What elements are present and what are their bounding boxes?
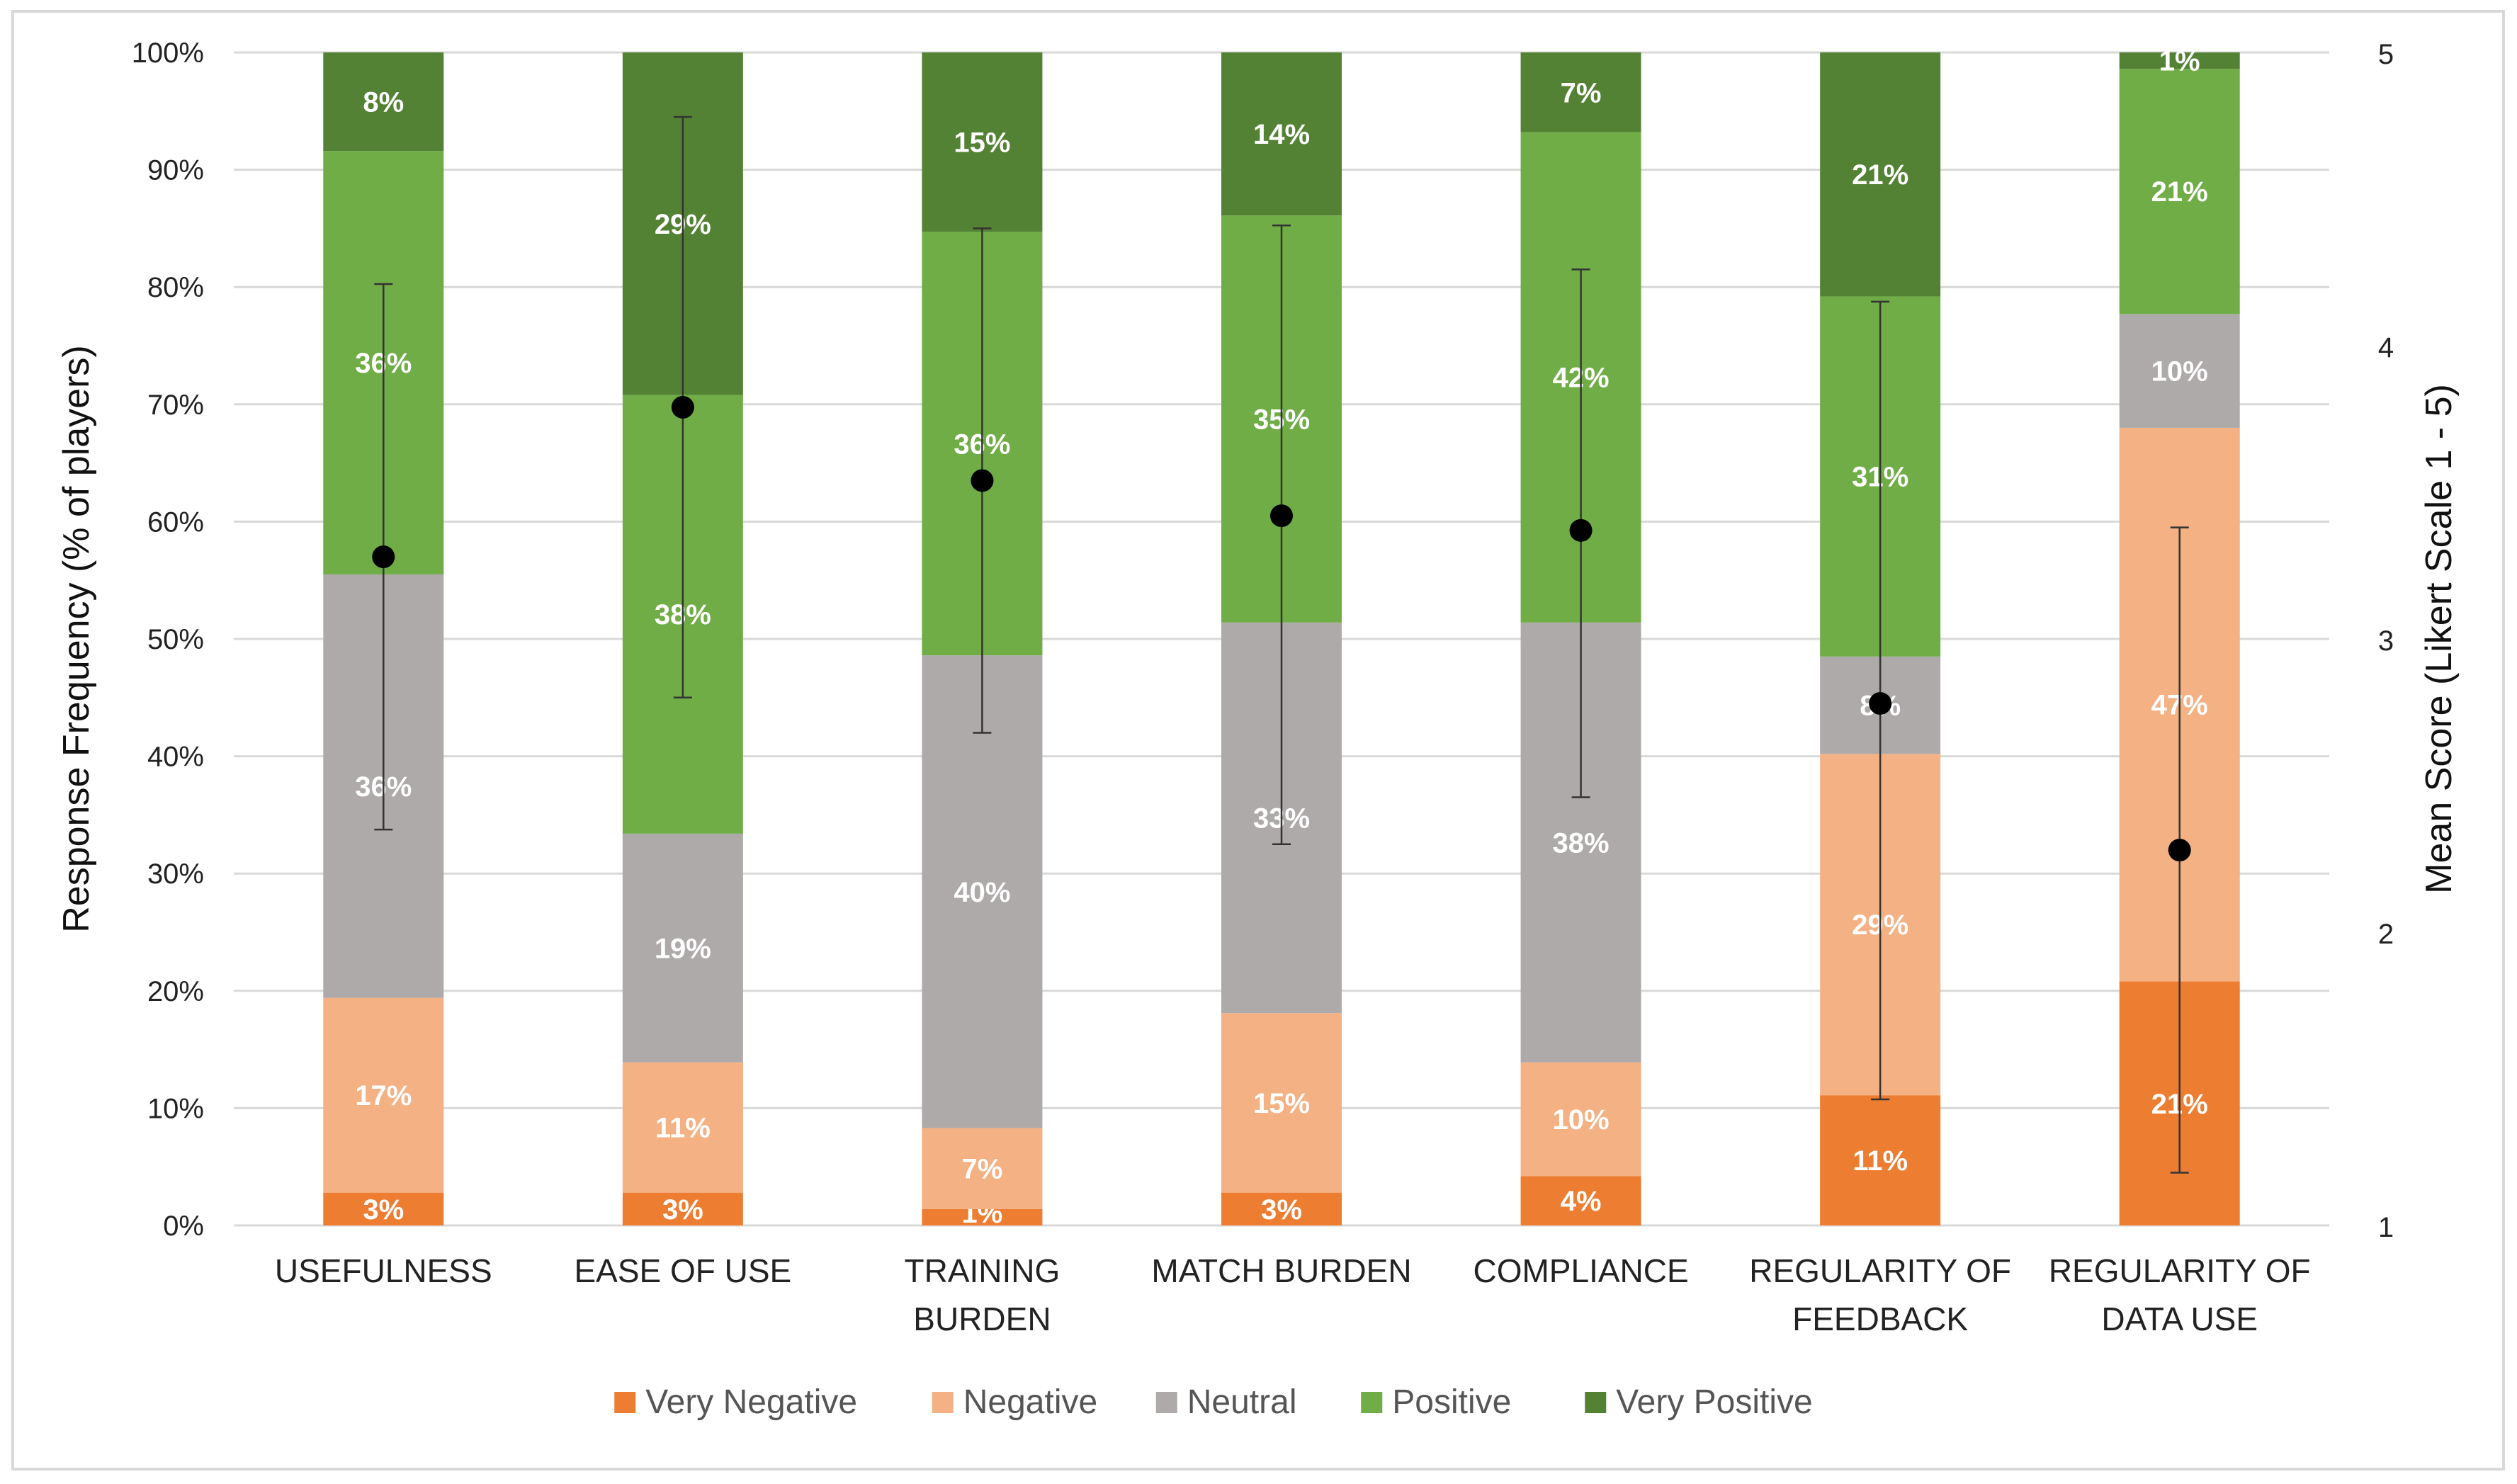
y-left-tick-label: 50% xyxy=(147,624,204,655)
mean-score-point xyxy=(2168,839,2191,862)
category-label: MATCH BURDEN xyxy=(1151,1252,1411,1289)
bar-segment xyxy=(1221,52,1342,216)
y-left-axis-title: Response Frequency (% of players) xyxy=(56,345,97,933)
mean-score-point xyxy=(1270,504,1293,528)
category-label: DATA USE xyxy=(2101,1301,2258,1337)
y-left-tick-label: 80% xyxy=(147,272,204,303)
data-label: 21% xyxy=(2151,176,2208,208)
legend-label: Very Positive xyxy=(1616,1383,1812,1421)
y-left-tick-label: 0% xyxy=(163,1211,204,1242)
bar-segment xyxy=(323,1192,444,1225)
bar-segment xyxy=(323,52,444,152)
data-label: 38% xyxy=(1553,827,1610,859)
y-left-tick-label: 40% xyxy=(147,742,204,773)
legend-swatch xyxy=(932,1392,954,1413)
bar-segment xyxy=(622,1192,743,1225)
bar-segment xyxy=(922,1208,1043,1225)
y-left-tick-label: 10% xyxy=(147,1093,204,1124)
data-label: 7% xyxy=(1561,77,1602,108)
y-left-tick-label: 70% xyxy=(147,390,204,421)
data-label: 3% xyxy=(662,1194,703,1225)
y-left-tick-label: 90% xyxy=(147,155,204,186)
legend-label: Negative xyxy=(963,1383,1097,1421)
bar-segment xyxy=(1221,1013,1342,1193)
data-label: 11% xyxy=(1853,1145,1908,1177)
y-left-tick-label: 100% xyxy=(132,38,204,69)
data-label: 11% xyxy=(655,1113,711,1144)
category-label: EASE OF USE xyxy=(574,1252,791,1289)
legend-label: Positive xyxy=(1392,1383,1511,1421)
y-left-tick-label: 60% xyxy=(147,506,204,538)
bar-segment xyxy=(622,833,743,1063)
bar-segment xyxy=(323,997,444,1193)
bar-segment xyxy=(622,1062,743,1193)
bar-segment xyxy=(1520,52,1641,132)
legend-swatch xyxy=(1361,1392,1383,1413)
data-label: 10% xyxy=(1553,1104,1610,1135)
bar-segment xyxy=(1820,1095,1941,1225)
data-label: 15% xyxy=(954,128,1010,159)
category-label: FEEDBACK xyxy=(1792,1301,1968,1337)
category-label: USEFULNESS xyxy=(275,1252,492,1289)
data-label: 40% xyxy=(954,877,1010,908)
category-label: TRAINING xyxy=(905,1252,1060,1289)
y-right-tick-label: 2 xyxy=(2378,919,2394,950)
data-label: 10% xyxy=(2151,356,2208,387)
mean-score-point xyxy=(671,395,694,419)
data-label: 17% xyxy=(355,1080,412,1111)
bar-segment xyxy=(2119,314,2240,428)
data-label: 14% xyxy=(1253,119,1310,150)
data-label: 19% xyxy=(655,933,711,964)
y-right-tick-label: 4 xyxy=(2378,332,2394,363)
category-label: COMPLIANCE xyxy=(1473,1252,1688,1289)
data-label: 4% xyxy=(1561,1186,1602,1217)
data-label: 3% xyxy=(1261,1194,1302,1225)
bar-segment xyxy=(1520,1176,1641,1225)
y-right-tick-label: 1 xyxy=(2378,1212,2394,1243)
bar-segment xyxy=(1520,1062,1641,1177)
legend-swatch xyxy=(1155,1392,1177,1413)
bar-segment xyxy=(2119,52,2240,69)
bar-segment xyxy=(1221,1192,1342,1225)
data-label: 8% xyxy=(363,87,404,118)
legend-swatch xyxy=(614,1392,636,1413)
bar-segment xyxy=(1820,52,1941,297)
category-label: REGULARITY OF xyxy=(2049,1252,2311,1289)
y-right-tick-label: 5 xyxy=(2378,39,2394,70)
legend-label: Very Negative xyxy=(645,1383,857,1421)
category-label: BURDEN xyxy=(913,1301,1051,1337)
data-label: 15% xyxy=(1253,1088,1310,1119)
legend-label: Neutral xyxy=(1187,1383,1297,1421)
bar-segment xyxy=(922,655,1043,1128)
legend-swatch xyxy=(1585,1392,1607,1413)
y-left-tick-label: 20% xyxy=(147,976,204,1007)
y-right-axis-title: Mean Score (Likert Scale 1 - 5) xyxy=(2419,384,2460,894)
data-label: 21% xyxy=(1852,159,1908,191)
category-label: REGULARITY OF xyxy=(1749,1252,2011,1289)
mean-score-point xyxy=(1569,519,1593,542)
bar-segment xyxy=(922,1128,1043,1209)
mean-score-point xyxy=(1869,692,1892,715)
bar-segment xyxy=(2119,69,2240,315)
y-right-tick-label: 3 xyxy=(2378,625,2394,657)
y-left-tick-label: 30% xyxy=(147,859,204,890)
data-label: 3% xyxy=(363,1194,404,1225)
bar-segment xyxy=(922,52,1043,232)
data-label: 1% xyxy=(2159,46,2200,77)
data-label: 7% xyxy=(962,1154,1003,1185)
mean-score-point xyxy=(971,469,994,492)
mean-score-point xyxy=(372,545,395,569)
